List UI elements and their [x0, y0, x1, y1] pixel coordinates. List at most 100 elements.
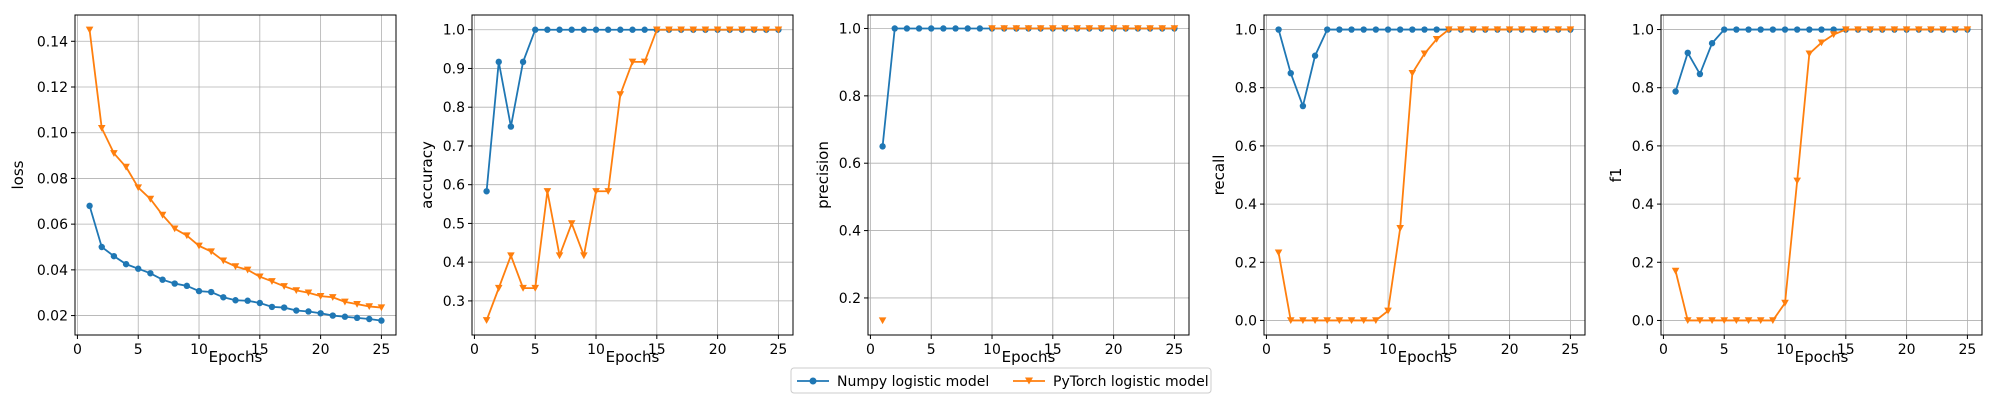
data-point: [1818, 26, 1825, 33]
data-point: [1347, 317, 1356, 325]
data-point: [268, 303, 276, 311]
data-point: [293, 307, 300, 314]
data-point: [677, 26, 685, 34]
data-point: [280, 304, 288, 311]
data-point: [532, 26, 539, 33]
x-tick-label: 10: [1776, 342, 1794, 358]
data-point: [365, 303, 374, 311]
data-point: [629, 26, 636, 33]
data-point: [328, 294, 337, 301]
data-point: [1170, 25, 1179, 33]
data-point: [689, 26, 698, 34]
data-point: [701, 26, 710, 34]
data-point: [134, 184, 143, 192]
axes-frame: [1263, 14, 1586, 336]
data-point: [1396, 26, 1404, 33]
y-tick-label: 0.8: [1235, 81, 1257, 97]
x-tick-label: 10: [190, 342, 208, 358]
data-point: [329, 312, 336, 319]
x-tick-label: 0: [1659, 342, 1668, 358]
data-point: [628, 58, 637, 66]
legend-marker-numpy: [809, 377, 817, 385]
data-point: [1097, 25, 1106, 33]
y-tick-label: 0.02: [37, 309, 68, 325]
data-point: [568, 26, 575, 33]
data-point: [1805, 50, 1814, 58]
data-point: [244, 297, 251, 304]
subplot-recall: 0 5 10 15 20 25 0.0 0.2 0.4 0.6 0.8 1.0 Epochs recall: [1210, 14, 1586, 366]
data-point: [1000, 25, 1008, 33]
x-tick-label: 15: [648, 342, 666, 358]
x-tick-label: 25: [372, 342, 390, 358]
data-point: [1348, 26, 1355, 33]
data-point: [1420, 50, 1429, 58]
data-point: [353, 300, 361, 308]
data-point: [879, 143, 886, 150]
data-point: [1323, 317, 1332, 325]
data-point: [555, 252, 564, 260]
data-point: [85, 26, 94, 34]
y-axis-label: f1: [1607, 168, 1625, 183]
y-tick-label: 0.06: [37, 217, 68, 233]
y-tick-label: 0.2: [839, 291, 861, 307]
data-point: [738, 26, 746, 34]
data-point: [317, 310, 324, 317]
data-point: [219, 257, 228, 265]
data-point: [1914, 26, 1923, 34]
y-tick-label: 0.2: [1235, 255, 1257, 271]
data-point: [1073, 25, 1081, 33]
x-tick-label: 0: [470, 342, 479, 358]
data-point: [878, 317, 887, 325]
series-pytorch: [878, 25, 1179, 325]
data-point: [519, 284, 527, 292]
y-tick-label: 0.6: [1632, 139, 1654, 155]
legend-marker-pytorch: [1025, 377, 1033, 385]
data-point: [580, 26, 588, 33]
y-tick-label: 0.6: [839, 156, 861, 172]
data-point: [1708, 317, 1716, 325]
data-point: [1432, 35, 1441, 43]
data-point: [580, 252, 588, 260]
data-point: [1683, 317, 1692, 325]
x-tick-label: 0: [866, 342, 875, 358]
x-tick-label: 25: [769, 342, 787, 358]
y-tick-label: 0.4: [443, 255, 465, 271]
data-point: [1542, 26, 1550, 34]
y-tick-label: 0.12: [37, 80, 68, 96]
data-point: [641, 26, 648, 33]
data-point: [1372, 26, 1380, 33]
data-point: [256, 273, 264, 281]
data-point: [1902, 26, 1911, 34]
data-point: [544, 26, 551, 33]
data-point: [1696, 317, 1704, 325]
axes-frame: [1660, 14, 1983, 336]
series-pytorch: [1671, 26, 1972, 325]
data-point: [1457, 26, 1465, 34]
subplot-accuracy: 0 5 10 15 20 25 0.3 0.4 0.5 0.6 0.7 0.8 0.9 1.0 Epochs…: [418, 14, 794, 366]
data-point: [713, 26, 722, 34]
x-tick-label: 15: [1044, 342, 1062, 358]
data-point: [1566, 26, 1575, 34]
axes-frame: [471, 14, 794, 336]
data-point: [617, 26, 624, 33]
data-point: [1781, 299, 1789, 307]
data-point: [1963, 26, 1972, 34]
x-tick-label: 20: [1501, 342, 1519, 358]
data-point: [891, 25, 898, 32]
data-point: [1085, 25, 1094, 33]
y-tick-label: 0.4: [839, 224, 861, 240]
data-point: [341, 298, 349, 306]
data-point: [1854, 26, 1862, 34]
data-point: [616, 91, 625, 99]
data-point: [483, 188, 490, 195]
data-point: [903, 25, 911, 32]
data-point: [183, 232, 191, 240]
y-tick-label: 0.3: [443, 294, 465, 310]
y-tick-label: 0.0: [1632, 313, 1654, 329]
subplot-loss: 0 5 10 15 20 25 0.02 0.04 0.06 0.08 0.10 0.12 0.14 Ep…: [9, 14, 397, 366]
y-tick-label: 0.2: [1632, 255, 1654, 271]
x-axis-label: Epochs: [209, 348, 263, 366]
data-point: [976, 25, 984, 32]
data-point: [1866, 26, 1874, 34]
